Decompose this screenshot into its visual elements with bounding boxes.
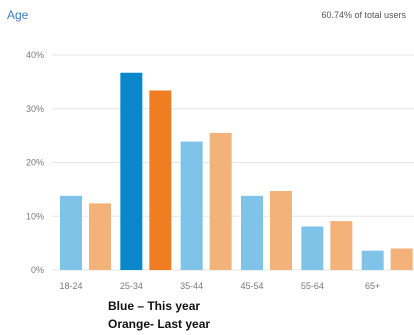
x-tick-label: 18-24 [59,281,82,291]
bar-last-year-18-24 [89,203,111,270]
x-tick-label: 55-64 [301,281,324,291]
y-tick-label: 40% [26,50,44,60]
bar-last-year-55-64 [330,221,353,270]
legend-note-this-year: Blue – This year [108,299,201,313]
bar-this-year-55-64 [301,226,324,270]
x-tick-label: 65+ [365,281,380,291]
bar-last-year-25-34 [149,90,172,270]
legend-note-last-year: Orange- Last year [108,317,211,331]
bar-this-year-18-24 [60,195,82,270]
chart-title: Age [7,8,29,22]
y-tick-label: 10% [26,211,44,221]
bar-this-year-45-54 [241,195,263,270]
bar-last-year-65+ [390,248,413,270]
x-tick-label: 25-34 [120,281,143,291]
y-tick-label: 0% [31,265,44,275]
age-bar-chart: 0% 10% 20% 30% 40% 18-24 25-34 35-44 45-54 55-64 6… [26,50,414,291]
x-tick-label: 45-54 [240,281,263,291]
bar-this-year-25-34 [120,72,143,270]
bar-this-year-65+ [361,250,384,270]
y-tick-label: 20% [26,158,44,168]
bar-last-year-35-44 [209,132,232,270]
bar-last-year-45-54 [270,190,292,270]
bar-this-year-35-44 [180,141,203,270]
x-tick-label: 35-44 [180,281,203,291]
y-tick-label: 30% [26,104,44,114]
chart-subtitle: 60.74% of total users [321,10,406,20]
